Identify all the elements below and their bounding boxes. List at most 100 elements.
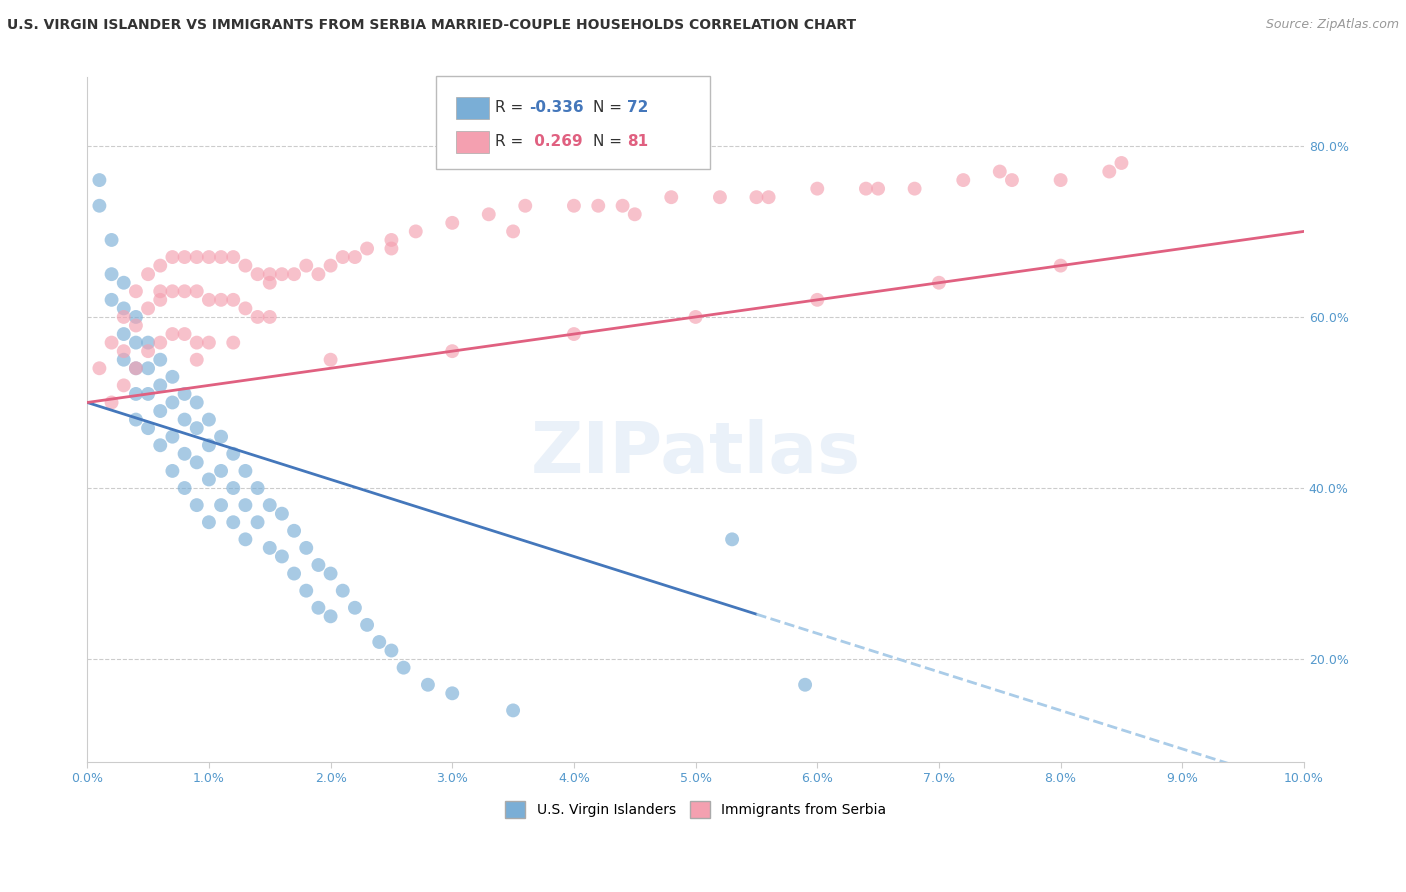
Point [721, 533, 744, 547]
Point [259, 541, 281, 555]
Point [186, 335, 208, 350]
Point [198, 250, 221, 264]
Point [136, 421, 159, 435]
Point [186, 455, 208, 469]
Point [162, 285, 184, 299]
Point [380, 233, 402, 247]
Point [149, 378, 172, 392]
Point [89, 361, 111, 376]
Point [173, 250, 195, 264]
Point [112, 326, 135, 341]
Point [186, 285, 208, 299]
Point [100, 335, 122, 350]
Point [186, 352, 208, 367]
Point [125, 412, 148, 426]
Point [685, 310, 707, 324]
Point [283, 566, 305, 581]
Point [416, 678, 439, 692]
Point [89, 199, 111, 213]
Point [162, 369, 184, 384]
Point [246, 267, 269, 281]
Point [112, 276, 135, 290]
Point [332, 250, 354, 264]
Point [612, 199, 634, 213]
Point [235, 259, 257, 273]
Point [562, 326, 585, 341]
Point [515, 199, 537, 213]
Point [380, 643, 402, 657]
Text: -0.336: -0.336 [529, 101, 583, 115]
Point [441, 216, 464, 230]
Point [222, 515, 245, 529]
Point [356, 618, 378, 632]
Point [235, 301, 257, 316]
Point [149, 285, 172, 299]
Text: N =: N = [593, 101, 627, 115]
Point [794, 678, 817, 692]
Point [222, 293, 245, 307]
Point [478, 207, 501, 221]
Point [283, 524, 305, 538]
Point [343, 600, 366, 615]
Point [562, 199, 585, 213]
Point [758, 190, 780, 204]
Point [112, 301, 135, 316]
Point [186, 498, 208, 512]
Point [100, 293, 122, 307]
Point [112, 352, 135, 367]
Point [271, 549, 294, 564]
Point [186, 421, 208, 435]
Point [209, 293, 232, 307]
Point [198, 515, 221, 529]
Point [100, 233, 122, 247]
Text: U.S. VIRGIN ISLANDER VS IMMIGRANTS FROM SERBIA MARRIED-COUPLE HOUSEHOLDS CORRELA: U.S. VIRGIN ISLANDER VS IMMIGRANTS FROM … [7, 18, 856, 32]
Point [125, 318, 148, 333]
Point [356, 242, 378, 256]
Point [173, 326, 195, 341]
Point [319, 609, 342, 624]
Point [952, 173, 974, 187]
Point [368, 635, 391, 649]
Point [988, 164, 1011, 178]
Point [319, 566, 342, 581]
Point [222, 250, 245, 264]
Text: Source: ZipAtlas.com: Source: ZipAtlas.com [1265, 18, 1399, 31]
Point [112, 344, 135, 359]
Point [112, 310, 135, 324]
Point [222, 335, 245, 350]
Point [136, 335, 159, 350]
Text: ZIPatlas: ZIPatlas [530, 419, 860, 488]
Point [307, 558, 329, 572]
Point [271, 267, 294, 281]
Point [259, 276, 281, 290]
Point [855, 181, 877, 195]
Point [209, 430, 232, 444]
Point [162, 395, 184, 409]
Point [623, 207, 645, 221]
Text: 0.269: 0.269 [529, 135, 582, 149]
Point [136, 344, 159, 359]
Point [222, 447, 245, 461]
Point [502, 224, 524, 238]
Point [162, 250, 184, 264]
Point [405, 224, 427, 238]
Point [173, 447, 195, 461]
Point [162, 464, 184, 478]
Point [745, 190, 768, 204]
Point [709, 190, 731, 204]
Point [149, 438, 172, 452]
Point [125, 335, 148, 350]
Point [259, 498, 281, 512]
Point [319, 259, 342, 273]
Point [343, 250, 366, 264]
Point [100, 395, 122, 409]
Point [392, 660, 415, 674]
Point [136, 301, 159, 316]
Point [1098, 164, 1121, 178]
Point [295, 259, 318, 273]
Point [173, 285, 195, 299]
Point [162, 326, 184, 341]
Point [259, 267, 281, 281]
Point [209, 464, 232, 478]
Point [246, 310, 269, 324]
